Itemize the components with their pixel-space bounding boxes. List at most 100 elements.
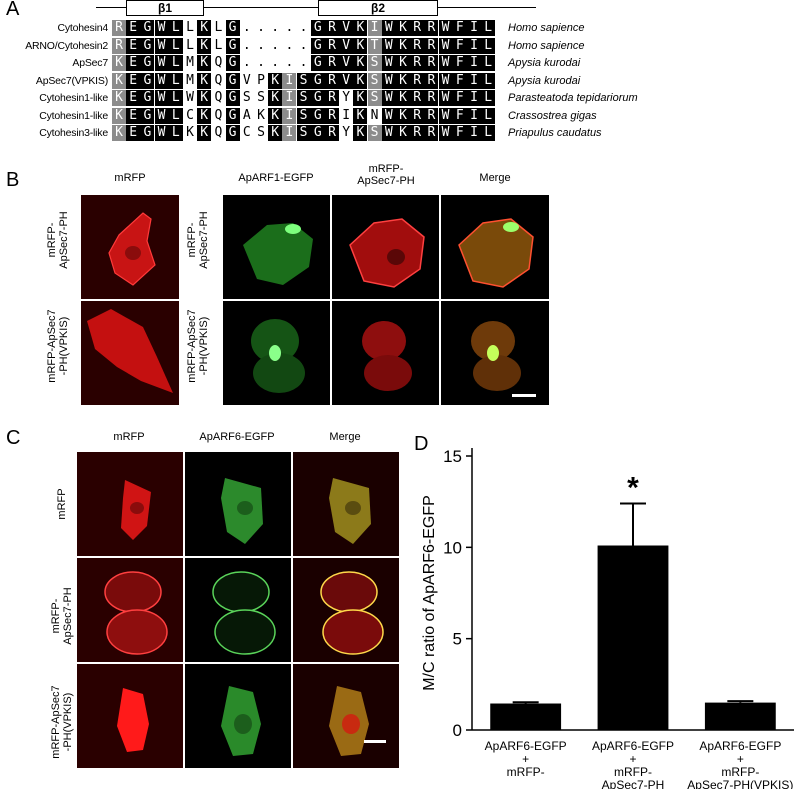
residue: L xyxy=(481,37,496,54)
residue: Y xyxy=(342,125,351,140)
residue: G xyxy=(140,125,155,141)
residue: K xyxy=(257,107,265,123)
c-row-label-1: mRFP xyxy=(56,488,68,520)
residue: L xyxy=(481,125,496,141)
residue: . xyxy=(242,55,251,70)
residue: S xyxy=(296,72,311,89)
c-image-mrfp-row2 xyxy=(76,557,184,663)
residue: K xyxy=(112,90,126,106)
residue: L xyxy=(168,20,183,36)
residue: R xyxy=(112,37,126,54)
b-image-mrfp-apsec7-row1 xyxy=(331,194,440,300)
residue: R xyxy=(410,55,425,71)
c-col-title-merge: Merge xyxy=(329,431,361,443)
b-col-title-aparf1: ApARF1-EGFP xyxy=(238,172,314,184)
species-name: Homo sapience xyxy=(508,22,585,34)
x-tick-label: ApARF6-EGFP + mRFP-ApSec7-PH xyxy=(592,739,674,789)
sequence-name: ApSec7(VPKIS) xyxy=(35,74,108,87)
c-image-merge-row1 xyxy=(292,451,400,557)
residue: K xyxy=(353,20,368,36)
residue: F xyxy=(452,20,467,36)
residue: R xyxy=(325,107,339,124)
b-row-label-left-2: mRFP-ApSec7 -PH(VPKIS) xyxy=(46,309,70,383)
residue: M xyxy=(186,72,194,88)
residue: W xyxy=(438,20,453,36)
residue: C xyxy=(186,107,194,123)
c-image-aparf6-row1 xyxy=(184,451,292,557)
residue: K xyxy=(268,107,283,124)
residue: L xyxy=(186,20,194,35)
residue: G xyxy=(225,72,240,89)
residue: L xyxy=(481,20,496,36)
residue: W xyxy=(381,72,396,89)
residue: I xyxy=(282,90,297,106)
residue: G xyxy=(310,20,325,36)
residue: W xyxy=(154,20,169,36)
residue: R xyxy=(424,72,439,89)
c-scale-bar xyxy=(364,740,386,743)
b-col-title-mrfp: mRFP xyxy=(114,172,146,184)
residue: G xyxy=(225,107,240,124)
residue: V xyxy=(339,72,354,89)
b-image-merge-row2 xyxy=(440,300,550,406)
residue: L xyxy=(481,90,496,106)
residue: W xyxy=(381,20,396,36)
b-col-title-merge: Merge xyxy=(479,172,511,184)
residue: E xyxy=(126,125,141,141)
residue: R xyxy=(325,72,339,89)
residue: S xyxy=(257,125,265,140)
residue: K xyxy=(353,72,368,89)
residue: E xyxy=(126,107,141,124)
residue: S xyxy=(242,90,251,105)
residue: P xyxy=(257,72,265,88)
residue: G xyxy=(225,55,240,71)
y-tick-label: 0 xyxy=(453,721,462,740)
c-col-title-aparf6: ApARF6-EGFP xyxy=(199,431,275,443)
residue: L xyxy=(186,37,194,53)
residue: R xyxy=(325,90,339,106)
sequence-name: Cytohesin1-like xyxy=(39,109,108,122)
panel-label-b: B xyxy=(6,169,20,191)
c-image-mrfp-row3 xyxy=(76,663,184,769)
residue: T xyxy=(367,37,382,54)
residue: K xyxy=(268,90,283,106)
residue: W xyxy=(438,125,453,141)
chart-d: 0 5 10 15 M/C ratio of ApARF6-EGFP ApARF6-EGF… xyxy=(421,447,794,789)
residue: G xyxy=(225,20,240,36)
residue: W xyxy=(154,107,169,124)
residue: G xyxy=(225,90,240,106)
b-image-mrfp-apsec7-row2 xyxy=(331,300,440,406)
residue: R xyxy=(410,37,425,54)
residue: S xyxy=(296,90,311,106)
residue: S xyxy=(367,125,382,141)
species-name: Priapulus caudatus xyxy=(508,127,602,139)
residue: W xyxy=(154,55,169,71)
residue: I xyxy=(282,72,297,89)
residue: G xyxy=(140,20,155,36)
residue: K xyxy=(396,20,410,36)
sequence-name: ApSec7 xyxy=(72,57,108,69)
residue: W xyxy=(438,107,453,124)
residue: K xyxy=(396,37,410,54)
residue: Y xyxy=(342,90,351,105)
residue: L xyxy=(168,55,183,71)
residue: K xyxy=(112,125,126,141)
residue: K xyxy=(396,90,410,106)
residue: W xyxy=(381,37,396,54)
residue: L xyxy=(168,90,183,106)
residue: I xyxy=(467,107,481,124)
residue: I xyxy=(467,55,481,71)
residue: L xyxy=(481,107,496,124)
sequence-name: Cytohesin3-like xyxy=(39,127,108,139)
residue: G xyxy=(225,37,240,54)
residue: F xyxy=(452,55,467,71)
residue: K xyxy=(197,37,212,54)
residue: W xyxy=(381,107,396,124)
beta1-strand-box: β1 xyxy=(126,0,204,16)
residue: W xyxy=(438,55,453,71)
bar xyxy=(490,703,562,730)
residue: R xyxy=(410,72,425,89)
residue: Q xyxy=(214,107,223,123)
sequence-name: Cytohesin4 xyxy=(57,22,108,34)
b-image-aparf1-row2 xyxy=(222,300,331,406)
